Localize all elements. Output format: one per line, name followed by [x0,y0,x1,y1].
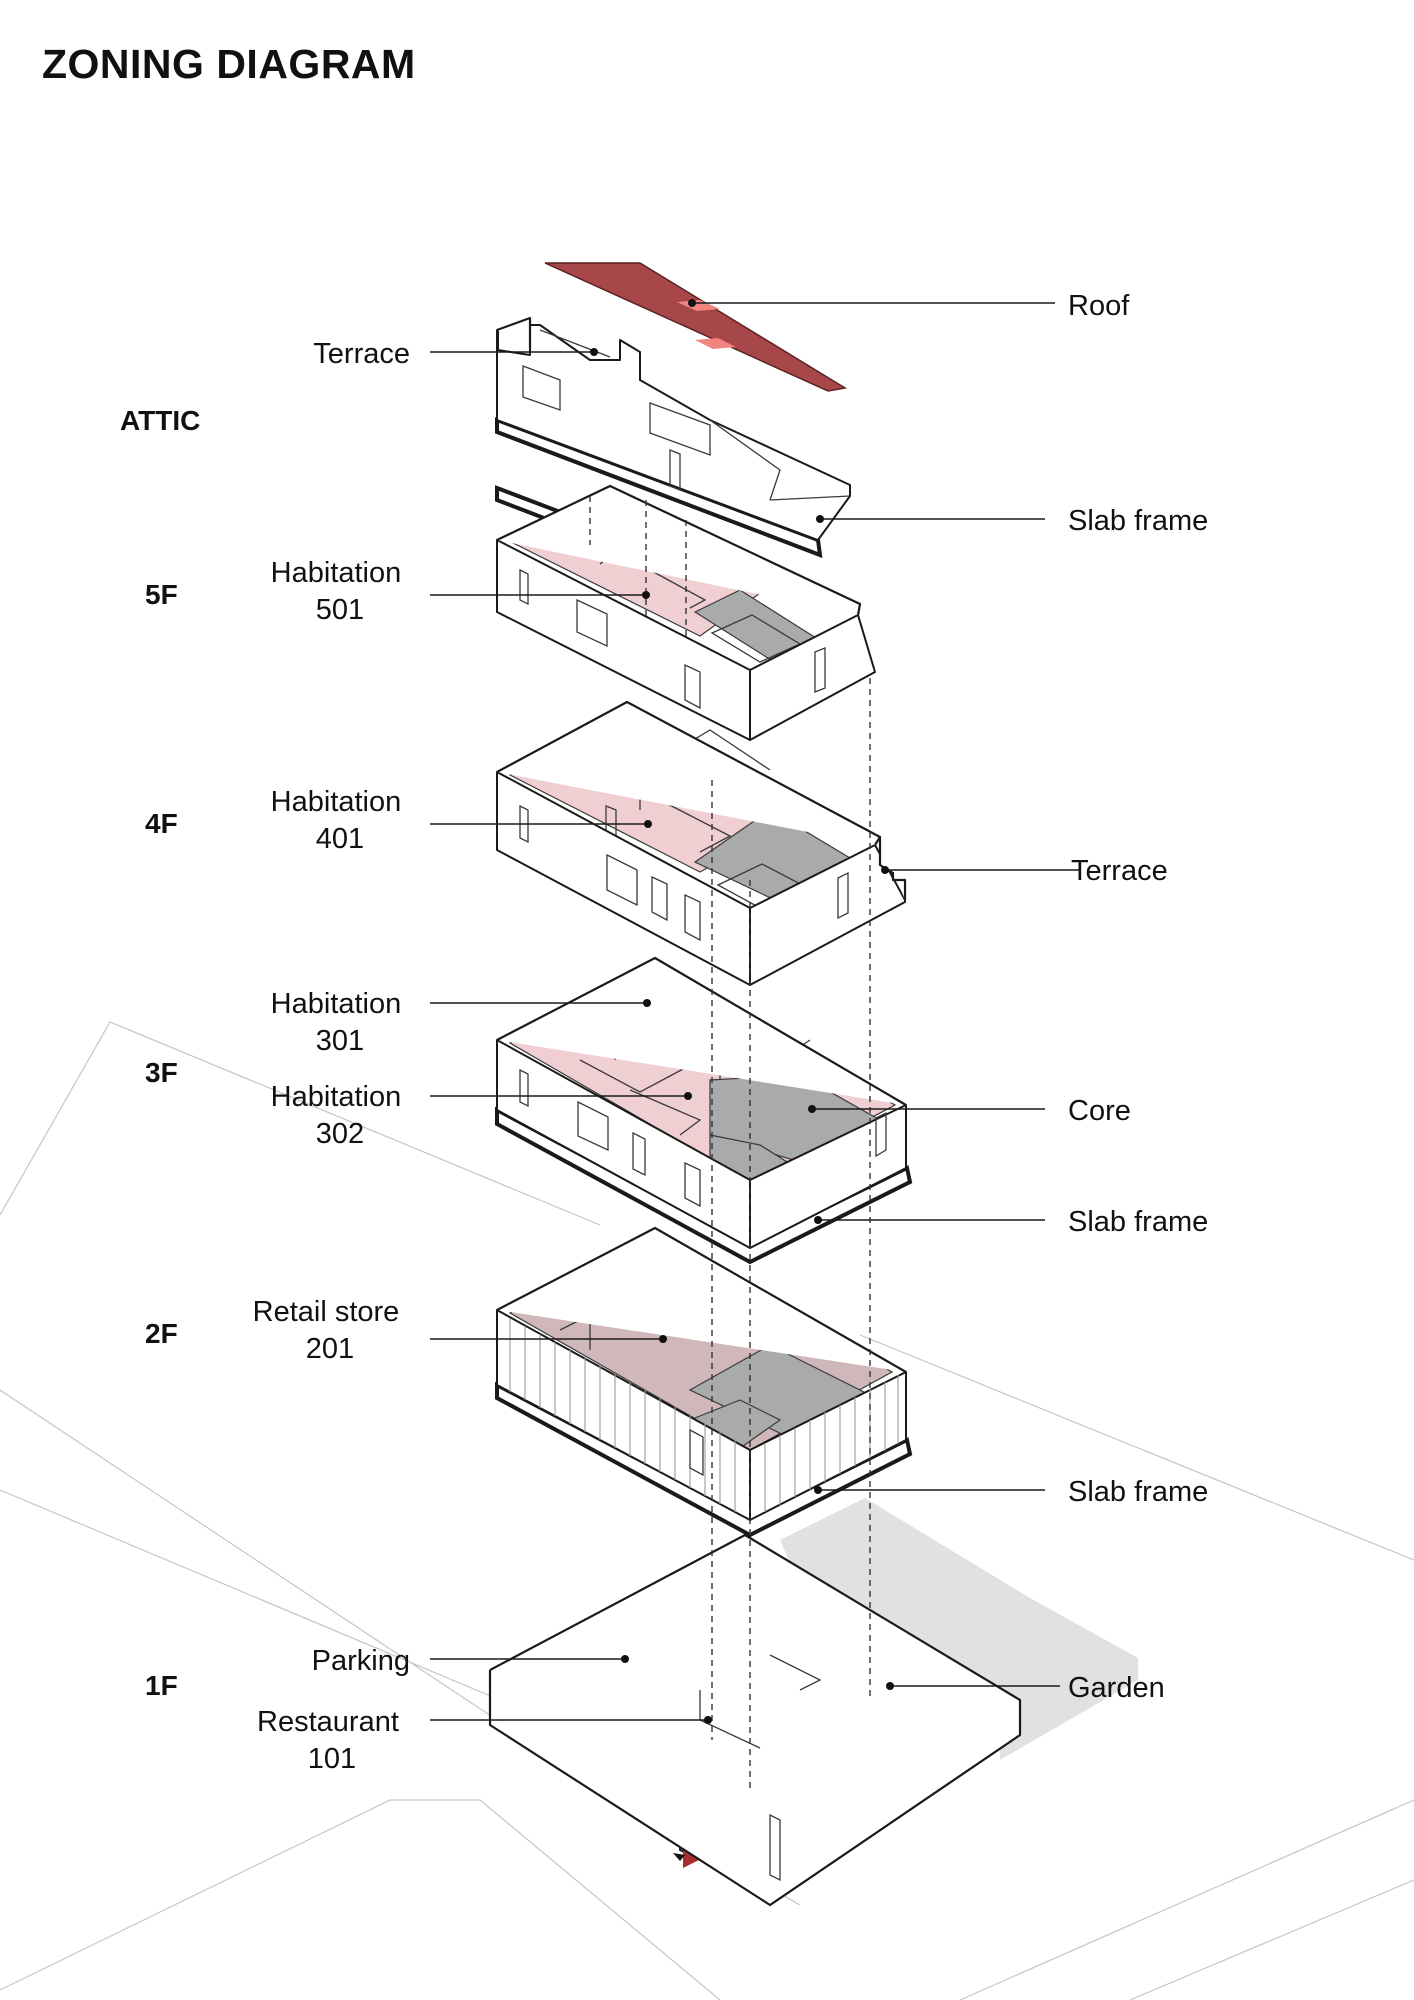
label-habitation-501-number: 501 [316,594,364,626]
label-habitation-401-number: 401 [316,823,364,855]
zone-labels: Terrace Roof Slab frame Habitation 501 H… [253,290,1209,1775]
label-habitation-302: Habitation 302 [271,1081,410,1150]
label-terrace-4f: Terrace [1071,855,1168,887]
label-slab-frame-3f: Slab frame [1068,1206,1208,1238]
label-habitation-401-name: Habitation [271,786,402,818]
label-retail-201-number: 201 [306,1333,354,1365]
label-habitation-301-name: Habitation [271,988,402,1020]
label-habitation-401: Habitation 401 [271,786,410,855]
diagram-title: ZONING DIAGRAM [42,41,416,87]
attic-volume [495,316,851,559]
roof-plate [544,262,848,392]
label-habitation-301: Habitation 301 [271,988,410,1057]
floor-3f [495,956,913,1265]
label-habitation-301-number: 301 [316,1025,364,1057]
alignment-lines [589,496,871,1790]
label-habitation-501: Habitation 501 [271,557,410,626]
label-retail-201: Retail store 201 [253,1296,408,1365]
floor-label-2f: 2F [145,1318,178,1349]
label-restaurant-101: Restaurant 101 [257,1706,407,1775]
floor-label-3f: 3F [145,1057,178,1088]
floor-2f [495,1226,913,1538]
label-core: Core [1068,1095,1131,1127]
label-garden: Garden [1068,1672,1165,1704]
label-retail-201-name: Retail store [253,1296,400,1328]
floor-label-4f: 4F [145,808,178,839]
leader-lines [430,299,1080,1724]
floor-1f [488,1498,1138,1907]
label-slab-frame-top: Slab frame [1068,505,1208,537]
label-parking: Parking [312,1645,410,1677]
label-habitation-302-number: 302 [316,1118,364,1150]
label-slab-frame-2f: Slab frame [1068,1476,1208,1508]
label-restaurant-101-name: Restaurant [257,1706,399,1738]
floor-4f [496,700,907,986]
label-habitation-501-name: Habitation [271,557,402,589]
label-roof: Roof [1068,290,1130,322]
label-restaurant-101-number: 101 [308,1743,356,1775]
floor-5f [495,484,876,741]
label-habitation-302-name: Habitation [271,1081,402,1113]
floor-label-5f: 5F [145,579,178,610]
label-terrace-attic: Terrace [313,338,410,370]
floor-label-1f: 1F [145,1670,178,1701]
floor-label-attic: ATTIC [120,405,200,436]
